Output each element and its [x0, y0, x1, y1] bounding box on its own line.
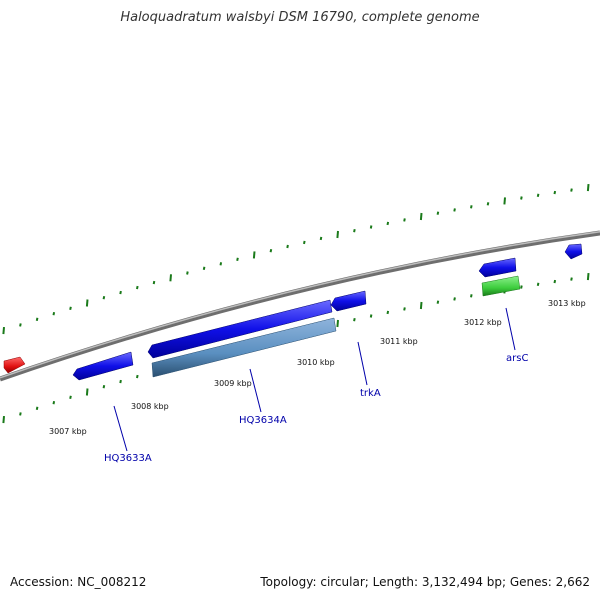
leader-trkA: [357, 341, 368, 386]
lower-scale-tick: [586, 273, 590, 281]
tick-label-3011: 3011 kbp: [380, 337, 418, 346]
gene-label-HQ3634A[interactable]: HQ3634A: [239, 415, 287, 426]
upper-scale-tick: [69, 306, 72, 310]
upper-scale-tick: [486, 202, 490, 206]
gene-HQ3634A-steel[interactable]: [151, 317, 337, 378]
lower-scale-tick: [336, 319, 339, 328]
upper-scale-tick: [52, 312, 56, 316]
upper-scale-tick: [2, 327, 5, 335]
upper-scale-tick: [303, 240, 306, 245]
lower-scale-tick: [69, 395, 72, 399]
lower-scale-tick: [403, 307, 406, 311]
tick-label-3008: 3008 kbp: [131, 402, 169, 411]
upper-scale-tick: [586, 184, 590, 192]
accession-label: Accession: NC_008212: [10, 575, 147, 589]
gene-HQ3633A[interactable]: [72, 351, 134, 381]
upper-scale-tick: [536, 193, 540, 197]
upper-scale-tick: [119, 290, 122, 295]
gene-blue-3013[interactable]: [564, 243, 583, 260]
upper-scale-tick: [369, 225, 373, 229]
lower-scale-tick: [470, 294, 473, 298]
upper-scale-tick: [470, 205, 473, 209]
upper-scale-tick: [503, 197, 506, 205]
upper-scale-ticks: [2, 184, 590, 335]
leader-HQ3634A: [249, 368, 262, 413]
upper-scale-tick: [169, 274, 172, 282]
upper-scale-tick: [336, 230, 339, 239]
upper-scale-tick: [403, 218, 406, 222]
lower-scale-tick: [35, 406, 39, 410]
lower-scale-tick: [553, 279, 557, 284]
lower-scale-tick: [136, 374, 139, 379]
lower-scale-tick: [2, 416, 5, 424]
upper-scale-tick: [186, 271, 189, 275]
upper-scale-tick: [553, 190, 557, 195]
upper-scale-tick: [453, 208, 456, 212]
gene-arsC[interactable]: [481, 275, 521, 297]
lower-scale-tick: [536, 282, 540, 286]
lower-scale-tick: [52, 401, 56, 405]
upper-scale-tick: [136, 285, 139, 290]
gene-blue-3012[interactable]: [478, 257, 517, 278]
lower-scale-tick: [570, 277, 573, 281]
upper-scale-tick: [19, 323, 22, 327]
upper-scale-tick: [386, 221, 390, 226]
upper-scale-tick: [236, 257, 239, 261]
genome-backbone: [0, 230, 600, 382]
lower-scale-tick: [85, 388, 89, 396]
lower-scale-tick: [353, 318, 356, 322]
upper-scale-tick: [102, 296, 106, 300]
lower-scale-tick: [453, 297, 456, 301]
lower-scale-tick: [19, 412, 22, 416]
tick-label-3012: 3012 kbp: [464, 318, 502, 327]
upper-scale-tick: [152, 280, 156, 285]
map-title: Haloquadratum walsbyi DSM 16790, complet…: [120, 10, 480, 25]
genome-summary: Topology: circular; Length: 3,132,494 bp…: [260, 575, 590, 589]
upper-scale-tick: [35, 317, 39, 321]
leader-arsC: [505, 307, 516, 351]
lower-scale-tick: [119, 379, 122, 384]
leader-HQ3633A: [113, 405, 128, 452]
upper-scale-tick: [252, 251, 256, 259]
lower-scale-tick: [419, 301, 423, 310]
tick-label-3009: 3009 kbp: [214, 379, 252, 388]
gene-label-HQ3633A[interactable]: HQ3633A: [104, 453, 152, 464]
gene-label-trkA[interactable]: trkA: [360, 388, 381, 399]
gene-trkA[interactable]: [330, 290, 367, 312]
upper-scale-tick: [436, 211, 440, 215]
lower-scale-tick: [386, 310, 390, 315]
upper-scale-tick: [570, 188, 573, 192]
lower-scale-tick: [102, 385, 106, 389]
upper-scale-tick: [419, 212, 423, 221]
lower-scale-tick: [520, 285, 523, 289]
upper-scale-tick: [353, 229, 356, 233]
gene-red-left[interactable]: [3, 356, 26, 374]
genome-backbone-highlight: [0, 231, 600, 379]
tick-label-3013: 3013 kbp: [548, 299, 586, 308]
gene-label-arsC[interactable]: arsC: [506, 353, 528, 364]
lower-scale-tick: [369, 314, 373, 318]
tick-label-3010: 3010 kbp: [297, 358, 335, 367]
upper-scale-tick: [286, 244, 289, 249]
tick-label-3007: 3007 kbp: [49, 427, 87, 436]
upper-scale-tick: [520, 196, 523, 200]
upper-scale-tick: [202, 266, 206, 270]
gene-HQ3634A-blue[interactable]: [147, 299, 333, 359]
upper-scale-tick: [85, 299, 89, 307]
upper-scale-tick: [219, 262, 223, 266]
lower-scale-tick: [436, 300, 440, 304]
upper-scale-tick: [319, 236, 323, 241]
upper-scale-tick: [269, 249, 273, 253]
